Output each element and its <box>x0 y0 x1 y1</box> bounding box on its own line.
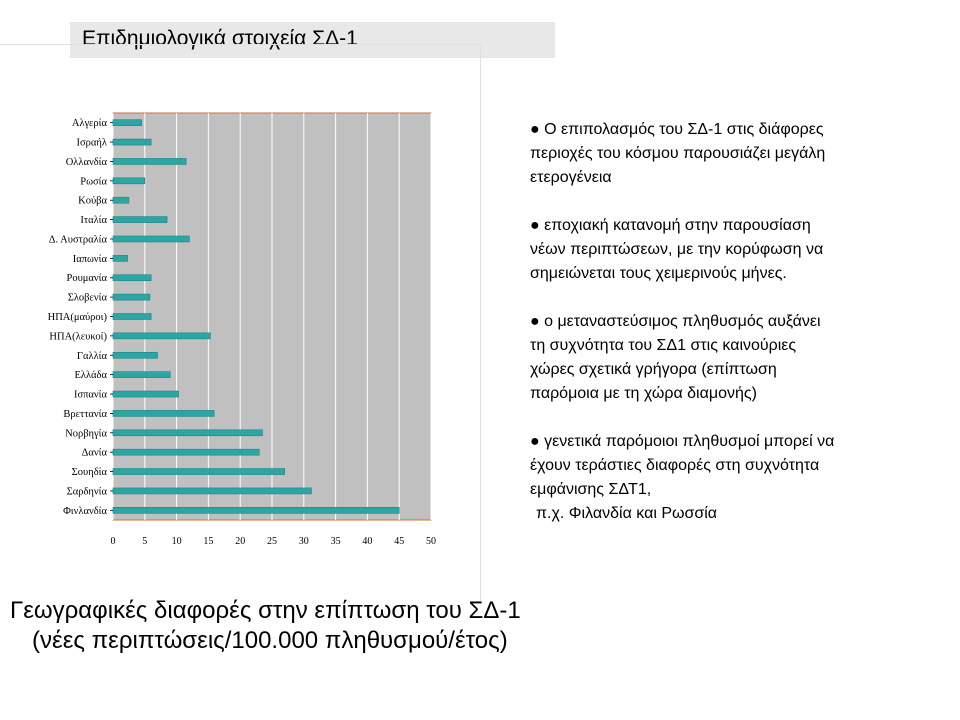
y-tick-label: Αλγερία <box>72 118 108 129</box>
bar <box>112 177 146 185</box>
bullet-list: ● Ο επιπολασμός του ΣΔ-1 στις διάφορες π… <box>530 118 950 550</box>
y-tick-label: Κούβα <box>78 196 107 207</box>
y-tick-label: Ιταλία <box>80 215 107 226</box>
bar <box>112 158 187 165</box>
bar <box>112 351 158 359</box>
y-tick-label: Σαρδηνία <box>67 486 108 497</box>
caption-line-2: (νέες περιπτώσεις/100.000 πληθυσμού/έτος… <box>32 627 508 654</box>
bar <box>112 216 168 223</box>
bar <box>112 468 286 475</box>
bar <box>112 371 171 378</box>
bar <box>112 293 151 301</box>
bullet-heterogeneity: ● Ο επιπολασμός του ΣΔ-1 στις διάφορες π… <box>530 121 826 186</box>
x-tick-label: 45 <box>394 536 404 547</box>
bullet-genetics: ● γενετικά παρόμοιοι πληθυσμοί μπορεί να… <box>530 433 835 498</box>
bar <box>112 390 179 398</box>
y-tick-label: Ιαπωνία <box>73 254 108 265</box>
x-tick-label: 50 <box>426 536 436 547</box>
chart-caption: Γεωγραφικές διαφορές στην επίπτωση του Σ… <box>10 596 521 656</box>
bullet-example: π.χ. Φιλανδία και Ρωσσία <box>536 505 718 522</box>
bar <box>112 119 142 126</box>
y-tick-label: Σουηδία <box>72 467 108 478</box>
x-tick-label: 15 <box>203 536 213 547</box>
x-tick-label: 40 <box>362 536 372 547</box>
x-tick-label: 10 <box>172 536 182 547</box>
incidence-bar-chart: 0 5 10 15 20 25 30 35 40 45 50 Αλγερία Ισραήλ Ολλανδί… <box>48 112 436 547</box>
bar <box>112 196 130 204</box>
bar <box>112 255 128 262</box>
caption-line-1: Γεωγραφικές διαφορές στην επίπτωση του Σ… <box>10 597 521 624</box>
y-tick-label: Δανία <box>82 448 108 459</box>
y-tick-label: Ολλανδία <box>66 157 108 168</box>
bar <box>112 274 152 282</box>
y-tick-label: Νορβηγία <box>65 428 107 439</box>
bar <box>112 448 260 456</box>
y-tick-label: Βρεττανία <box>63 409 107 420</box>
x-tick-label: 30 <box>299 536 309 547</box>
bar <box>112 332 211 340</box>
y-tick-label: Ρωσία <box>80 176 107 187</box>
bar <box>112 487 312 495</box>
bar <box>112 429 263 437</box>
bar <box>112 507 400 514</box>
x-tick-label: 35 <box>331 536 341 547</box>
y-tick-label: Ελλάδα <box>74 370 107 381</box>
bar <box>112 235 190 243</box>
chart-frame <box>0 44 481 601</box>
x-tick-label: 0 <box>111 536 116 547</box>
x-tick-label: 25 <box>267 536 277 547</box>
y-tick-label: Σλοβενία <box>68 293 108 304</box>
y-tick-label: Ρουμανία <box>67 273 108 284</box>
y-tick-label: Γαλλία <box>77 351 108 362</box>
y-tick-label: ΗΠΑ(λευκοί) <box>49 331 107 342</box>
x-tick-label: 20 <box>235 536 245 547</box>
bullet-seasonality: ● εποχιακή κατανομή στην παρουσίαση νέων… <box>530 217 824 282</box>
bar <box>112 138 152 146</box>
y-tick-label: ΗΠΑ(μαύροι) <box>48 312 108 323</box>
y-tick-label: Δ. Αυστραλία <box>49 234 108 245</box>
y-tick-label: Ισραήλ <box>77 138 108 149</box>
y-tick-label: Ισπανία <box>74 390 108 401</box>
x-tick-label: 5 <box>142 536 147 547</box>
bullet-migration: ● ο μεταναστεύσιμος πληθυσμός αυξάνει τη… <box>530 313 821 402</box>
bar <box>112 410 215 417</box>
bar <box>112 313 152 320</box>
y-tick-label: Φινλανδία <box>63 506 107 517</box>
